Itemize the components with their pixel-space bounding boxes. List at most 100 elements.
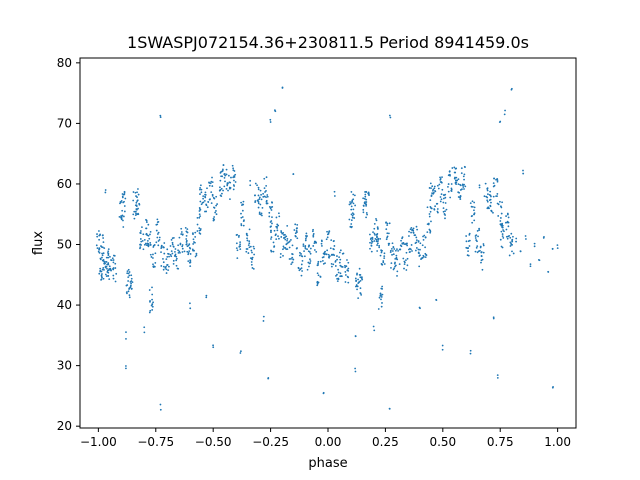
data-point <box>125 337 127 340</box>
data-point <box>99 258 102 261</box>
data-point <box>300 274 303 277</box>
data-point <box>225 173 228 176</box>
data-point <box>209 182 212 185</box>
data-point <box>461 183 464 186</box>
data-point <box>385 221 387 224</box>
data-point <box>482 251 485 254</box>
data-point <box>473 201 476 204</box>
data-point <box>362 208 365 211</box>
data-point <box>151 298 153 301</box>
data-point <box>127 268 130 271</box>
data-point <box>296 237 299 240</box>
data-point <box>130 277 133 280</box>
data-point <box>235 247 238 250</box>
data-point <box>396 275 398 277</box>
data-point <box>270 225 272 228</box>
y-tick-label: 30 <box>57 359 72 373</box>
data-point <box>348 203 351 206</box>
data-point <box>379 237 382 240</box>
data-point <box>468 245 471 247</box>
data-point <box>378 296 381 299</box>
data-point <box>156 236 159 239</box>
data-point <box>313 240 316 243</box>
data-point <box>485 195 488 198</box>
data-point <box>184 226 187 229</box>
data-point <box>189 259 192 262</box>
data-point <box>163 242 166 244</box>
data-point <box>330 262 333 265</box>
data-point <box>266 202 269 205</box>
data-point <box>352 213 355 216</box>
data-point <box>380 262 383 265</box>
data-point <box>375 233 378 236</box>
data-point <box>169 253 172 256</box>
data-point <box>181 234 184 236</box>
data-point <box>285 235 288 238</box>
data-point <box>424 252 427 255</box>
data-point <box>189 261 192 264</box>
data-point <box>421 256 424 259</box>
data-point <box>133 217 136 220</box>
data-point <box>490 209 493 212</box>
data-point <box>411 250 413 252</box>
data-point <box>156 233 159 235</box>
data-point <box>243 219 245 221</box>
data-point <box>126 292 128 295</box>
data-point <box>375 219 378 222</box>
data-point <box>395 254 398 257</box>
data-point <box>338 251 341 254</box>
data-point <box>475 246 478 249</box>
data-point <box>249 179 252 182</box>
data-point <box>424 236 427 239</box>
data-point <box>506 237 509 240</box>
data-point <box>492 316 495 319</box>
data-point <box>424 256 427 259</box>
data-point <box>341 252 344 255</box>
data-point <box>492 182 495 185</box>
data-point <box>442 210 445 213</box>
y-tick-label: 60 <box>57 177 72 191</box>
data-point <box>192 243 195 245</box>
data-point <box>246 239 249 242</box>
data-point <box>170 250 173 252</box>
data-point <box>267 377 270 379</box>
data-point <box>123 210 126 213</box>
data-point <box>123 200 125 203</box>
data-point <box>133 210 136 213</box>
data-point <box>417 240 420 243</box>
data-point <box>353 217 356 219</box>
data-point <box>240 224 243 227</box>
data-point <box>455 167 458 170</box>
data-point <box>236 233 239 236</box>
data-point <box>501 235 504 238</box>
data-point <box>208 184 211 187</box>
data-point <box>360 293 363 296</box>
data-point <box>99 270 102 273</box>
data-point <box>199 187 202 189</box>
data-point <box>470 215 473 218</box>
data-point <box>463 178 465 181</box>
data-point <box>198 210 201 212</box>
data-point <box>489 204 492 207</box>
data-point <box>333 195 336 197</box>
data-point <box>386 232 389 235</box>
data-point <box>98 247 101 250</box>
data-point <box>432 191 435 194</box>
data-point <box>156 221 159 224</box>
data-point <box>135 201 138 204</box>
data-point <box>300 263 303 266</box>
data-point <box>484 182 487 185</box>
data-point <box>477 235 479 238</box>
data-point <box>259 213 262 216</box>
data-point <box>273 229 276 232</box>
data-point <box>225 168 228 171</box>
data-point <box>152 301 154 304</box>
data-point <box>199 193 201 195</box>
data-point <box>495 178 497 181</box>
data-point <box>409 228 412 231</box>
data-point <box>337 277 340 280</box>
data-point <box>496 180 499 183</box>
data-point <box>428 187 431 189</box>
data-point <box>291 244 294 247</box>
data-point <box>189 247 192 250</box>
